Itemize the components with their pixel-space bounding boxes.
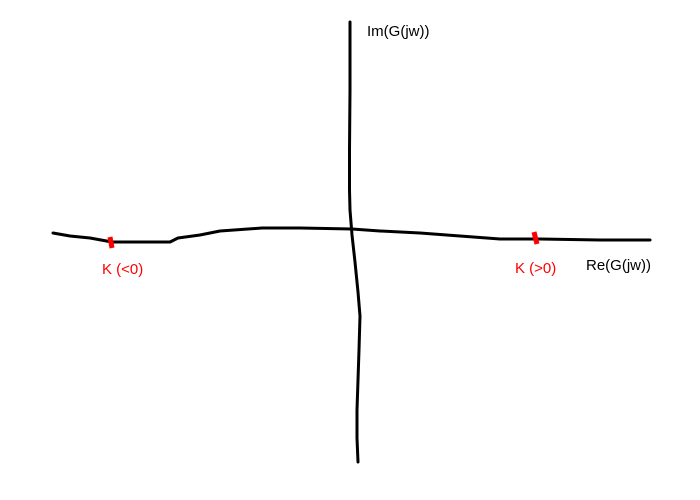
imaginary-axis-label: Im(G(jw)) <box>367 23 429 40</box>
negative-k-marker <box>107 236 115 249</box>
positive-k-label: K (>0) <box>515 260 556 277</box>
negative-k-label: K (<0) <box>102 261 143 278</box>
real-axis-label: Re(G(jw)) <box>586 257 651 274</box>
imaginary-axis <box>348 20 362 464</box>
positive-k-marker <box>531 231 540 245</box>
